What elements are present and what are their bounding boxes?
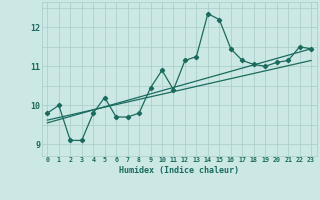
X-axis label: Humidex (Indice chaleur): Humidex (Indice chaleur)	[119, 166, 239, 175]
